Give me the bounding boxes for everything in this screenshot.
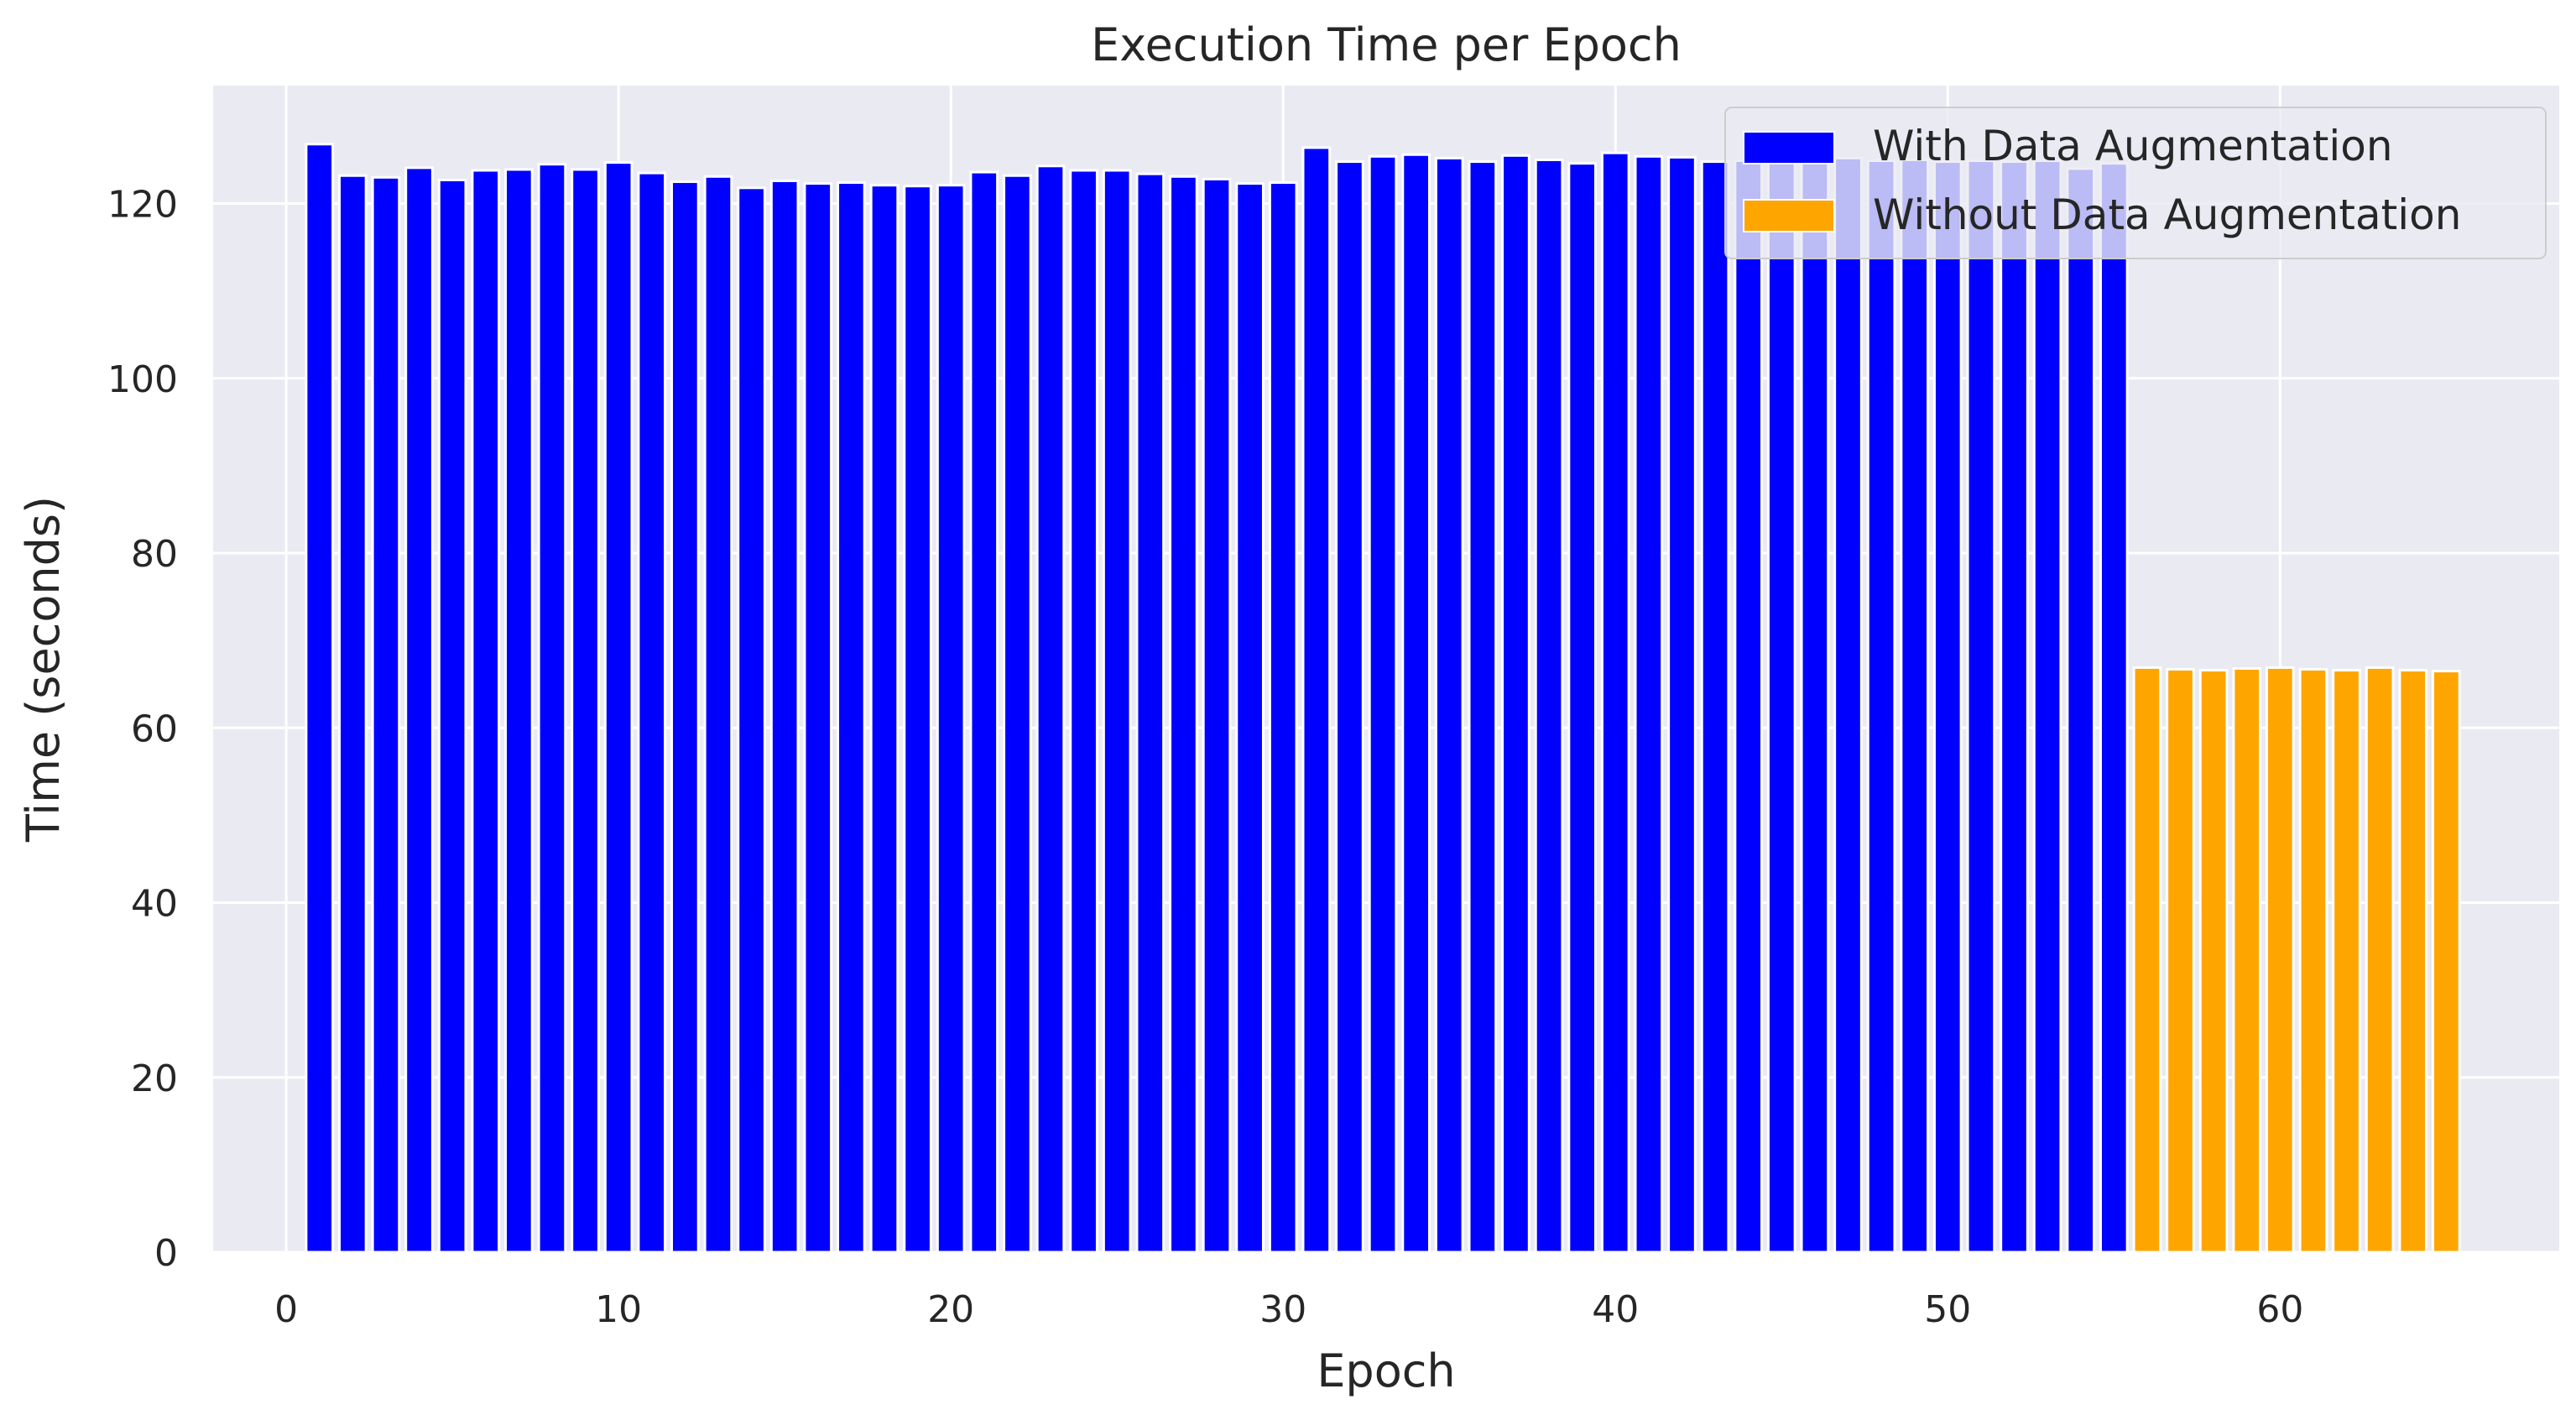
bar <box>1966 159 1996 1254</box>
bar <box>769 179 800 1254</box>
x-tick-label: 40 <box>1592 1288 1639 1331</box>
bar <box>537 163 567 1254</box>
bar <box>803 182 833 1254</box>
bar <box>2265 666 2295 1254</box>
y-tick-labels: 0 20 40 60 80 100 120 <box>107 184 178 1275</box>
bar <box>2332 669 2361 1254</box>
y-axis-label: Time (seconds) <box>17 496 70 843</box>
bar <box>1434 156 1464 1254</box>
bar <box>1534 159 1564 1254</box>
x-axis-label: Epoch <box>1317 1345 1455 1397</box>
bar <box>2099 162 2129 1254</box>
bar <box>1401 153 1431 1254</box>
bar <box>1932 160 1963 1254</box>
x-tick-labels: 0 10 20 30 40 50 60 <box>274 1288 2303 1331</box>
bar <box>2132 666 2162 1254</box>
y-tick-label: 20 <box>131 1057 178 1100</box>
y-tick-label: 100 <box>107 358 178 401</box>
bar <box>371 175 401 1254</box>
bar <box>1301 146 1332 1254</box>
bar <box>1268 181 1298 1254</box>
x-tick-label: 20 <box>927 1288 974 1331</box>
bar <box>2000 160 2029 1254</box>
legend-box <box>1724 107 2547 259</box>
y-tick-label: 60 <box>131 708 178 750</box>
bar <box>2398 669 2428 1254</box>
x-tick-label: 0 <box>274 1288 298 1331</box>
bar <box>305 143 335 1254</box>
bar <box>1600 151 1630 1254</box>
bar <box>2166 668 2195 1254</box>
bar <box>404 166 434 1254</box>
bar <box>1800 157 1830 1254</box>
bar <box>969 170 999 1254</box>
bar <box>2298 668 2328 1254</box>
bar <box>603 161 634 1254</box>
x-tick-label: 50 <box>1924 1288 1971 1331</box>
bar <box>1003 174 1032 1254</box>
bar <box>1235 182 1265 1254</box>
bar <box>2432 670 2461 1254</box>
bar <box>737 186 766 1254</box>
bar <box>936 184 966 1254</box>
legend-label-with-augmentation: With Data Augmentation <box>1873 122 2393 170</box>
y-tick-label: 80 <box>131 533 178 576</box>
bar <box>1169 175 1198 1254</box>
x-tick-label: 60 <box>2256 1288 2303 1331</box>
y-tick-label: 40 <box>131 883 178 926</box>
legend-swatch-without-augmentation <box>1743 199 1835 232</box>
bar <box>637 171 667 1254</box>
bar <box>670 180 700 1254</box>
bar <box>1069 169 1098 1254</box>
y-tick-label: 120 <box>107 184 178 227</box>
bar <box>504 168 534 1254</box>
bar <box>1468 160 1498 1254</box>
bar <box>2066 167 2096 1254</box>
legend-swatch-with-augmentation <box>1743 131 1835 164</box>
bar <box>869 184 900 1254</box>
bar <box>1634 154 1664 1254</box>
bar <box>1368 154 1398 1254</box>
bar <box>1734 159 1764 1254</box>
legend: With Data Augmentation Without Data Augm… <box>1724 107 2547 259</box>
bar <box>1866 159 1896 1254</box>
bar <box>1202 177 1232 1254</box>
bar <box>2232 666 2262 1254</box>
bar <box>1501 154 1530 1254</box>
bar <box>1102 169 1132 1254</box>
bar <box>903 185 932 1254</box>
bar <box>703 175 733 1254</box>
bar <box>337 174 368 1254</box>
bar <box>1035 164 1066 1254</box>
bar <box>1900 159 1930 1254</box>
bar <box>2032 159 2062 1254</box>
bar <box>2365 666 2395 1254</box>
chart-title: Execution Time per Epoch <box>1091 18 1682 71</box>
bar <box>1567 162 1598 1254</box>
bar <box>437 178 467 1254</box>
bar <box>1335 160 1364 1254</box>
bar <box>2198 669 2229 1254</box>
bar <box>1667 155 1697 1254</box>
x-tick-label: 30 <box>1259 1288 1306 1331</box>
bar <box>837 181 866 1254</box>
bar <box>471 169 501 1254</box>
bar <box>571 168 600 1254</box>
x-tick-label: 10 <box>595 1288 642 1331</box>
bars-group <box>305 143 2461 1254</box>
bar <box>1833 156 1863 1254</box>
bar <box>1766 160 1796 1254</box>
bar <box>1135 172 1165 1254</box>
bar <box>1700 160 1730 1254</box>
y-tick-label: 0 <box>154 1232 178 1275</box>
legend-label-without-augmentation: Without Data Augmentation <box>1873 191 2461 239</box>
